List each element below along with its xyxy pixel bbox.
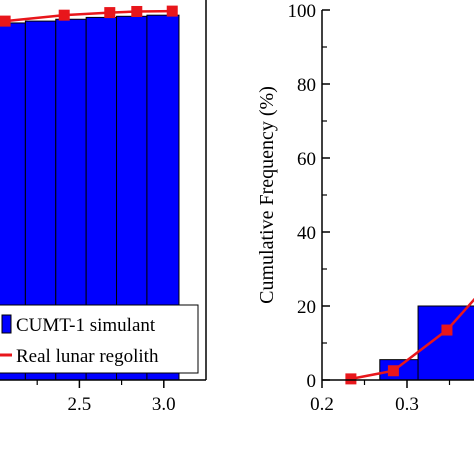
right-x-tick-label-2: 0.3 — [395, 394, 419, 415]
marker-real-regolith-right-3 — [441, 324, 453, 336]
right-y-tick-label-5: 80 — [297, 75, 316, 96]
right-x-tick-label-1: 0.2 — [310, 394, 334, 415]
right-y-tick-label-3: 40 — [297, 223, 316, 244]
right-y-tick-label-2: 20 — [297, 297, 316, 318]
marker-real-regolith-3 — [104, 7, 116, 19]
right-y-axis-title: Cumulative Frequency (%) — [256, 86, 278, 304]
legend-swatch-cumt — [1, 314, 12, 334]
legend-box — [0, 304, 199, 374]
legend-label-cumt: CUMT-1 simulant — [16, 315, 156, 336]
left-panel: 2.5 3.0 CUMT-1 simulant Real lunar regolith — [0, 0, 207, 415]
marker-real-regolith-1 — [0, 15, 11, 27]
right-y-tick-label-1: 0 — [307, 371, 317, 392]
right-panel: 0 20 40 60 80 100 0.2 0.3 Cumulative Frequency (… — [256, 1, 474, 415]
marker-real-regolith-right-1 — [345, 373, 357, 385]
bar-cumt-right-1 — [379, 359, 419, 381]
right-y-tick-label-6: 100 — [288, 1, 317, 22]
legend-label-real: Real lunar regolith — [16, 346, 159, 367]
marker-real-regolith-2 — [58, 9, 70, 21]
left-x-tick-label-2: 3.0 — [152, 394, 176, 415]
marker-real-regolith-right-2 — [387, 365, 399, 377]
line-real-regolith-right — [350, 297, 474, 381]
legend: CUMT-1 simulant Real lunar regolith — [0, 304, 199, 374]
left-x-tick-label-1: 2.5 — [68, 394, 92, 415]
marker-real-regolith-4 — [131, 5, 143, 17]
bar-cumt-right-2 — [417, 305, 474, 381]
marker-real-regolith-5 — [166, 5, 178, 17]
right-y-tick-label-4: 60 — [297, 149, 316, 170]
